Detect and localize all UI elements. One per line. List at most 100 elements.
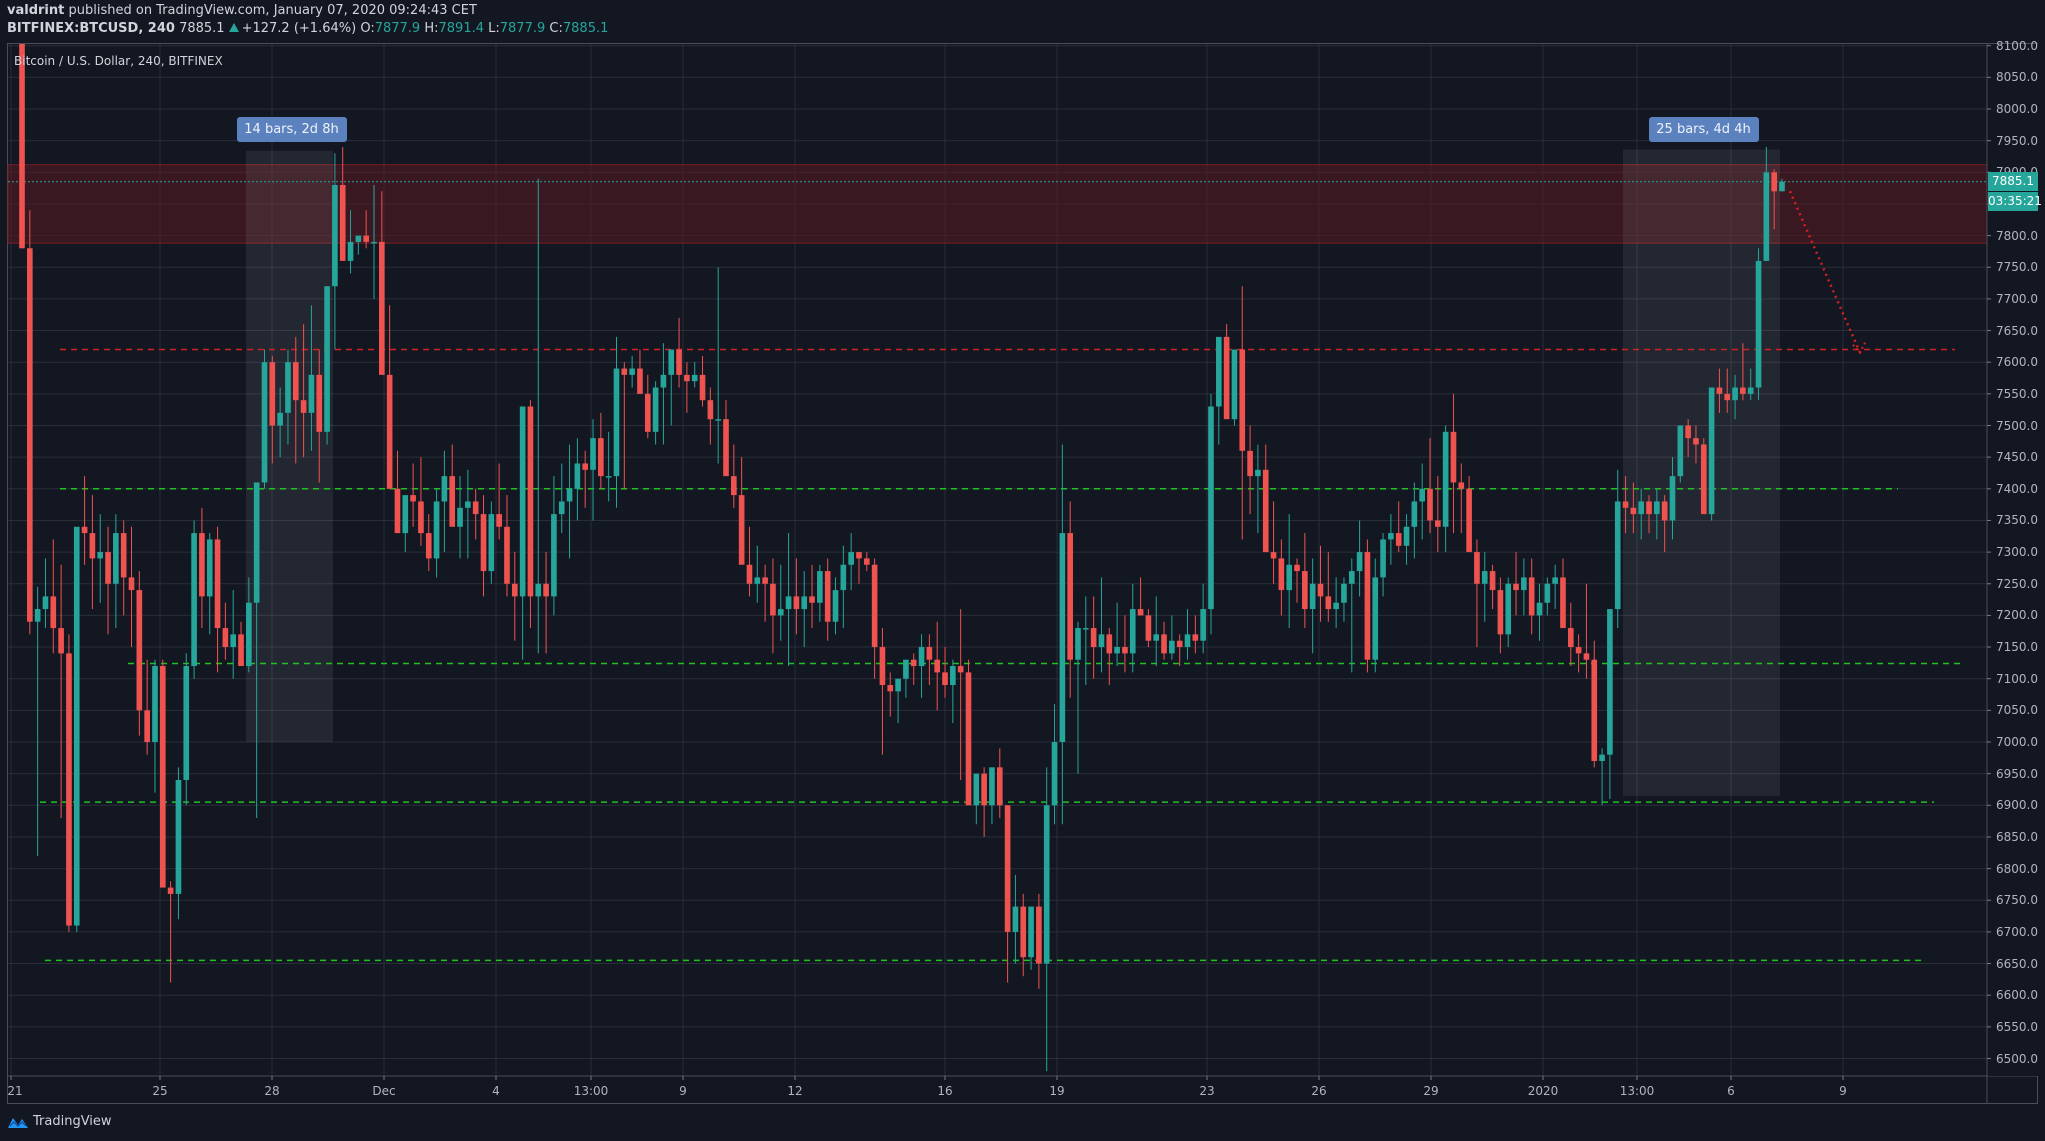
x-tick-label: 29 xyxy=(1423,1084,1439,1098)
candle-body xyxy=(863,558,870,565)
y-tick-label: 6550.0 xyxy=(1996,1019,2038,1034)
candle-body xyxy=(1481,571,1488,584)
candle-body xyxy=(1348,571,1355,584)
candle-body xyxy=(1325,596,1332,610)
candle-body xyxy=(691,374,698,382)
candle-body xyxy=(128,577,135,591)
candle-body xyxy=(1427,488,1433,521)
x-tick-label: 26 xyxy=(1311,1084,1327,1098)
candle-body xyxy=(496,514,502,527)
candle-body xyxy=(97,552,104,559)
candle-body xyxy=(1020,906,1027,958)
y-tick-label: 7550.0 xyxy=(1996,386,2038,401)
y-tick-label: 7250.0 xyxy=(1996,576,2038,591)
candle-body xyxy=(871,564,878,648)
x-tick-label: 12 xyxy=(787,1084,803,1098)
candle-body xyxy=(1161,634,1167,654)
y-tick-label: 6500.0 xyxy=(1996,1051,2038,1066)
candle-body xyxy=(1075,628,1081,660)
measure-range xyxy=(246,150,333,742)
candle-body xyxy=(1028,906,1034,958)
candle-body xyxy=(206,539,213,597)
x-tick-label: 13:00 xyxy=(1619,1084,1655,1098)
x-tick-label: 21 xyxy=(7,1084,23,1098)
candle-body xyxy=(1223,336,1230,420)
y-tick-label: 7100.0 xyxy=(1996,671,2038,686)
candle-body xyxy=(1184,634,1191,648)
candle-body xyxy=(1286,564,1293,591)
candle-body xyxy=(1137,609,1144,616)
y-tick-label: 7050.0 xyxy=(1996,703,2038,718)
candle-body xyxy=(1528,577,1535,616)
candle-body xyxy=(723,419,729,477)
candle-body xyxy=(1067,533,1073,660)
candle-body xyxy=(120,533,127,578)
candle-body xyxy=(754,577,761,584)
candle-body xyxy=(676,349,682,375)
candle-body xyxy=(879,647,886,686)
candle-body xyxy=(1693,438,1699,445)
x-tick-label: 16 xyxy=(937,1084,953,1098)
low-label: L: xyxy=(488,21,500,36)
candle-body xyxy=(449,476,456,527)
candle-body xyxy=(1435,520,1441,527)
candle-body xyxy=(1747,387,1754,394)
candle-body xyxy=(105,552,111,584)
candle-body xyxy=(347,241,354,261)
tradingview-logo[interactable]: TradingView xyxy=(7,1114,112,1129)
y-tick-label: 7000.0 xyxy=(1996,735,2038,749)
x-tick-label: 19 xyxy=(1049,1084,1065,1098)
candle-body xyxy=(832,590,839,622)
y-tick-label: 6750.0 xyxy=(1996,893,2038,908)
projection-arrowhead xyxy=(1852,340,1867,355)
candle-body xyxy=(238,634,244,667)
candle-body xyxy=(441,476,448,502)
candle-body xyxy=(582,463,589,470)
candle-body xyxy=(1411,501,1418,527)
candle-body xyxy=(1646,501,1652,515)
candle-body xyxy=(1458,482,1465,489)
close-label: C: xyxy=(549,21,563,36)
candle-body xyxy=(1372,577,1379,660)
y-tick-label: 7650.0 xyxy=(1996,323,2038,338)
candle-body xyxy=(159,666,166,888)
candle-body xyxy=(1638,501,1645,515)
candle-body xyxy=(1122,647,1128,654)
symbol-info: BITFINEX:BTCUSD, 240 7885.1 +127.2 (+1.64… xyxy=(7,21,608,36)
candle-body xyxy=(1724,393,1731,401)
author-name[interactable]: valdrint xyxy=(7,3,65,18)
candle-body xyxy=(1036,906,1042,964)
y-tick-label: 8050.0 xyxy=(1996,70,2038,85)
candle-body xyxy=(1106,634,1113,654)
candle-body xyxy=(903,659,909,679)
candle-body xyxy=(1607,609,1613,755)
y-tick-label: 7350.0 xyxy=(1996,513,2038,528)
candle-body xyxy=(386,374,393,489)
candle-body xyxy=(292,362,299,401)
close-value: 7885.1 xyxy=(562,21,609,36)
candle-body xyxy=(394,488,401,534)
candle-body xyxy=(1215,336,1222,407)
y-tick-label: 6850.0 xyxy=(1996,829,2038,844)
candle-body xyxy=(1599,754,1605,761)
candle-body xyxy=(613,368,620,477)
candle-body xyxy=(371,241,377,244)
symbol-label: BITFINEX:BTCUSD, 240 xyxy=(7,21,175,36)
candle-body xyxy=(551,514,557,597)
candle-body xyxy=(1661,501,1668,521)
candle-body xyxy=(926,647,933,660)
candle-body xyxy=(324,286,330,432)
candle-body xyxy=(246,602,252,667)
candle-body xyxy=(942,672,948,686)
x-tick-label: 4 xyxy=(492,1084,500,1098)
candle-body xyxy=(644,393,651,432)
y-tick-label: 7400.0 xyxy=(1996,481,2038,496)
candle-body xyxy=(253,482,260,603)
candle-body xyxy=(1654,501,1660,515)
candle-body xyxy=(1059,533,1066,742)
candle-body xyxy=(332,184,338,287)
candle-body xyxy=(1560,577,1566,629)
candle-body xyxy=(1419,488,1425,502)
candle-body xyxy=(621,368,628,375)
